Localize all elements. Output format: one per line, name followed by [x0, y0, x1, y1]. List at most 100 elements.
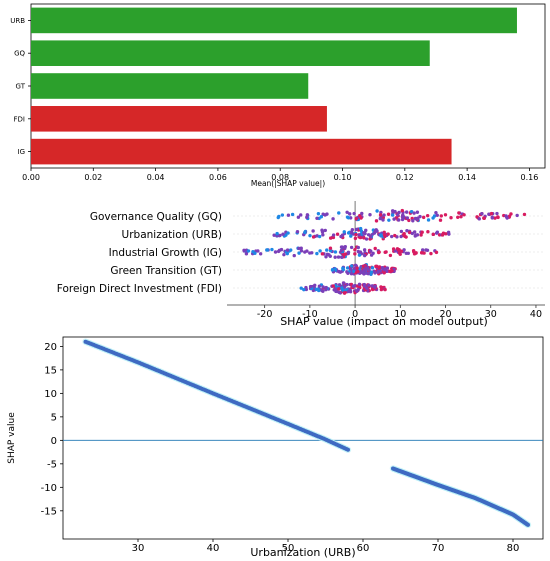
beeswarm-point: [364, 228, 368, 233]
beeswarm-point: [374, 219, 379, 223]
beeswarm-point: [381, 218, 385, 222]
beeswarm-point: [325, 248, 329, 252]
beeswarm-point: [323, 228, 327, 233]
beeswarm-point: [346, 271, 350, 275]
beeswarm-point: [444, 232, 448, 236]
beeswarm-point: [425, 213, 430, 218]
beeswarm-point: [289, 248, 293, 252]
beeswarm-point: [358, 250, 363, 254]
beeswarm-point: [412, 250, 416, 254]
beeswarm-point: [346, 250, 351, 255]
beeswarm-point: [335, 232, 340, 236]
beeswarm-point: [346, 231, 351, 235]
beeswarm-point: [411, 219, 415, 223]
beeswarm-point: [370, 266, 375, 270]
beeswarm-point: [318, 249, 322, 253]
beeswarm-point: [368, 212, 372, 217]
beeswarm-point: [244, 252, 249, 256]
beeswarm-point: [419, 251, 424, 255]
beeswarm-point: [324, 287, 328, 292]
y-tick-label: 10: [44, 389, 57, 400]
beeswarm-point: [369, 249, 373, 253]
beeswarm-point: [389, 234, 394, 239]
x-tick-label: 0: [352, 309, 358, 320]
bar-chart-xlabel: Mean(|SHAP value|): [251, 179, 325, 188]
beeswarm-point: [295, 229, 300, 234]
beeswarm-point: [495, 211, 499, 216]
beeswarm-point: [388, 253, 393, 258]
beeswarm-point: [352, 266, 357, 271]
beeswarm-point: [373, 271, 377, 275]
beeswarm-point: [349, 230, 354, 234]
beeswarm-point: [371, 251, 375, 256]
beeswarm-point: [299, 249, 304, 253]
beeswarm-point: [370, 284, 374, 288]
beeswarm-point: [353, 252, 357, 256]
x-tick-label: -10: [302, 309, 318, 320]
x-tick-label: 60: [357, 543, 370, 554]
beeswarm-point: [407, 218, 411, 223]
beeswarm-point: [410, 231, 415, 236]
beeswarm-point: [258, 252, 263, 256]
y-tick-label: -5: [47, 459, 57, 470]
beeswarm-point: [399, 249, 404, 253]
beeswarm-point: [333, 267, 337, 271]
beeswarm-point: [400, 215, 405, 219]
beeswarm-point: [328, 254, 332, 259]
x-tick-label: 30: [132, 543, 145, 554]
beeswarm-point: [343, 244, 347, 249]
beeswarm-point: [357, 253, 362, 257]
beeswarm-point: [377, 250, 381, 254]
beeswarm-point: [302, 287, 306, 292]
beeswarm-point: [308, 233, 312, 238]
beeswarm-point: [477, 217, 481, 221]
beeswarm-point: [456, 215, 460, 219]
beeswarm-point: [339, 286, 344, 290]
beeswarm-point: [383, 287, 387, 292]
beeswarm-point: [459, 215, 463, 219]
beeswarm-point: [364, 237, 369, 241]
beeswarm-point: [413, 233, 418, 237]
beeswarm-point: [349, 245, 354, 250]
beeswarm-point: [280, 213, 285, 217]
beeswarm-point: [340, 255, 344, 260]
beeswarm-point: [382, 232, 387, 237]
beeswarm-point: [380, 266, 385, 270]
beeswarm-point: [336, 255, 341, 259]
beeswarm-point: [392, 217, 396, 221]
beeswarm-point: [319, 215, 324, 219]
beeswarm-point: [379, 233, 383, 237]
beeswarm-point: [380, 285, 384, 290]
beeswarm-point: [404, 210, 409, 214]
shap-summary-beeswarm: Governance Quality (GQ) Urbanization (URB…: [57, 201, 545, 328]
bar-ig: [31, 138, 452, 165]
beeswarm-point: [321, 233, 325, 237]
beeswarm-point: [320, 252, 325, 256]
beeswarm-point: [358, 213, 362, 218]
beeswarm-point: [425, 248, 430, 252]
beeswarm-point: [333, 250, 338, 254]
beeswarm-point: [406, 251, 410, 256]
beeswarm-point: [362, 248, 367, 252]
beeswarm-point: [373, 284, 377, 289]
beeswarm-point: [303, 230, 307, 235]
beeswarm-point: [285, 251, 290, 256]
bar-fdi: [31, 106, 327, 132]
dependence-ylabel: SHAP value: [7, 412, 17, 464]
beeswarm-point: [359, 270, 363, 274]
beeswarm-point: [449, 216, 453, 220]
beeswarm-point: [405, 216, 410, 220]
beeswarm-point: [311, 229, 315, 233]
beeswarm-point: [328, 236, 333, 240]
x-tick-label: 20: [439, 309, 451, 320]
beeswarm-point: [370, 287, 375, 292]
y-tick-label: FDI: [14, 115, 25, 123]
beeswarm-point: [429, 251, 433, 256]
beeswarm-point: [426, 218, 431, 222]
beeswarm-point: [342, 230, 346, 234]
dependence-point: [526, 522, 530, 527]
beeswarm-point: [397, 210, 401, 215]
x-tick-label: 0.00: [22, 173, 40, 182]
beeswarm-point: [285, 248, 290, 252]
beeswarm-point: [313, 283, 317, 288]
